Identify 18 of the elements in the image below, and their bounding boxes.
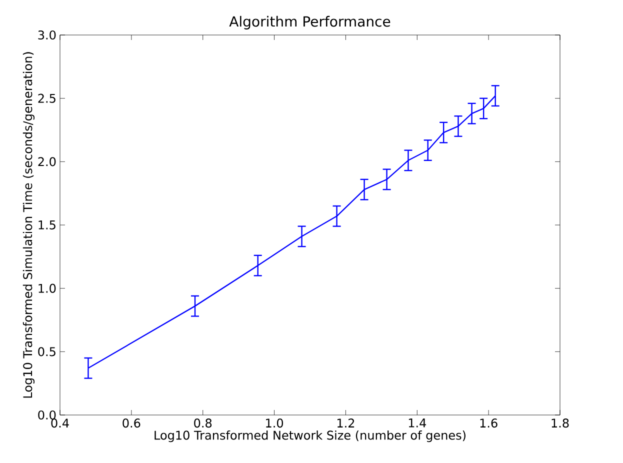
x-tick-label: 1.2 <box>337 418 354 428</box>
x-tick-label: 1.4 <box>408 418 426 428</box>
y-tick-label: 0.0 <box>38 410 56 420</box>
x-tick-label: 0.4 <box>51 418 69 428</box>
y-tick-label: 3.0 <box>38 30 56 40</box>
chart-title: Algorithm Performance <box>229 16 390 30</box>
x-tick-label: 0.6 <box>122 418 140 428</box>
y-axis-title: Log10 Transformed Simulation Time (seconds/generation) <box>22 52 35 398</box>
y-tick-label: 1.0 <box>38 284 56 293</box>
y-tick-label: 2.5 <box>38 94 56 103</box>
x-tick-label: 0.8 <box>194 418 212 428</box>
x-tick-label: 1.8 <box>552 418 569 428</box>
x-axis-title: Log10 Transformed Network Size (number of genes) <box>154 430 466 442</box>
x-tick-label: 1.0 <box>266 418 284 428</box>
y-tick-label: 0.5 <box>38 347 56 356</box>
x-tick-label: 1.6 <box>480 418 498 428</box>
y-tick-label: 1.5 <box>38 220 56 230</box>
y-tick-label: 2.0 <box>38 157 56 166</box>
